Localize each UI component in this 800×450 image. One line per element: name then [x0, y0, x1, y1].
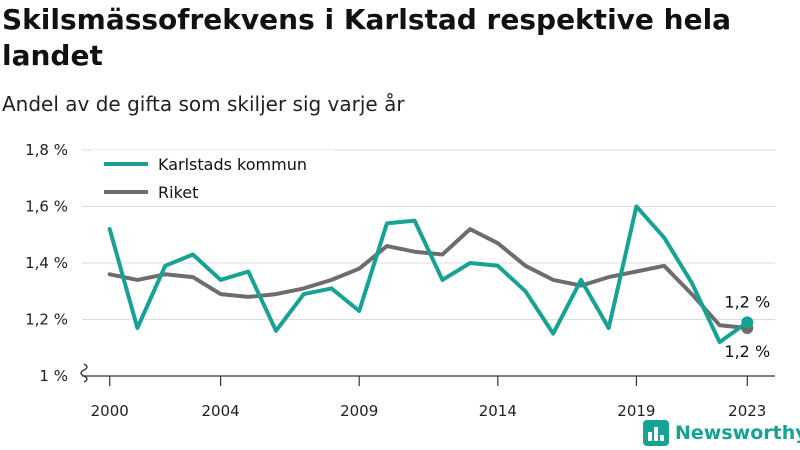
y-tick-label: 1,2 % — [25, 311, 68, 329]
axis-break-icon — [80, 363, 88, 383]
x-tick-label: 2000 — [91, 402, 129, 420]
brand-logo: Newsworthy — [643, 418, 800, 448]
x-tick-label: 2004 — [202, 402, 240, 420]
legend: Karlstads kommun Riket — [92, 150, 334, 206]
end-value-label: 1,2 % — [724, 292, 770, 311]
x-tick-label: 2023 — [728, 402, 766, 420]
end-value-label: 1,2 % — [724, 342, 770, 361]
brand-name: Newsworthy — [675, 422, 800, 444]
series-lines — [107, 204, 754, 345]
chart-subtitle: Andel av de gifta som skiljer sig varje … — [2, 92, 405, 116]
y-axis-ticks: 1 % 1,2 % 1,4 % 1,6 % 1,8 % — [25, 141, 68, 385]
end-labels: 1,2 % 1,2 % — [724, 292, 770, 361]
series-line — [107, 204, 750, 345]
y-tick-label: 1,6 % — [25, 198, 68, 216]
x-tick-label: 2009 — [340, 402, 378, 420]
legend-background — [92, 150, 334, 206]
series-line — [107, 227, 750, 330]
y-tick-label: 1,8 % — [25, 141, 68, 159]
legend-label: Riket — [158, 183, 198, 202]
x-tick-label: 2014 — [479, 402, 517, 420]
y-tick-label: 1 % — [39, 367, 68, 385]
x-axis: 2000 2004 2009 2014 2019 2023 — [80, 363, 775, 420]
chart-title: Skilsmässofrekvens i Karlstad respektive… — [2, 3, 732, 72]
end-point — [741, 316, 754, 329]
legend-label: Karlstads kommun — [158, 155, 307, 174]
bar-chart-icon — [643, 420, 669, 446]
x-tick-label: 2019 — [617, 402, 655, 420]
y-tick-label: 1,4 % — [25, 254, 68, 272]
